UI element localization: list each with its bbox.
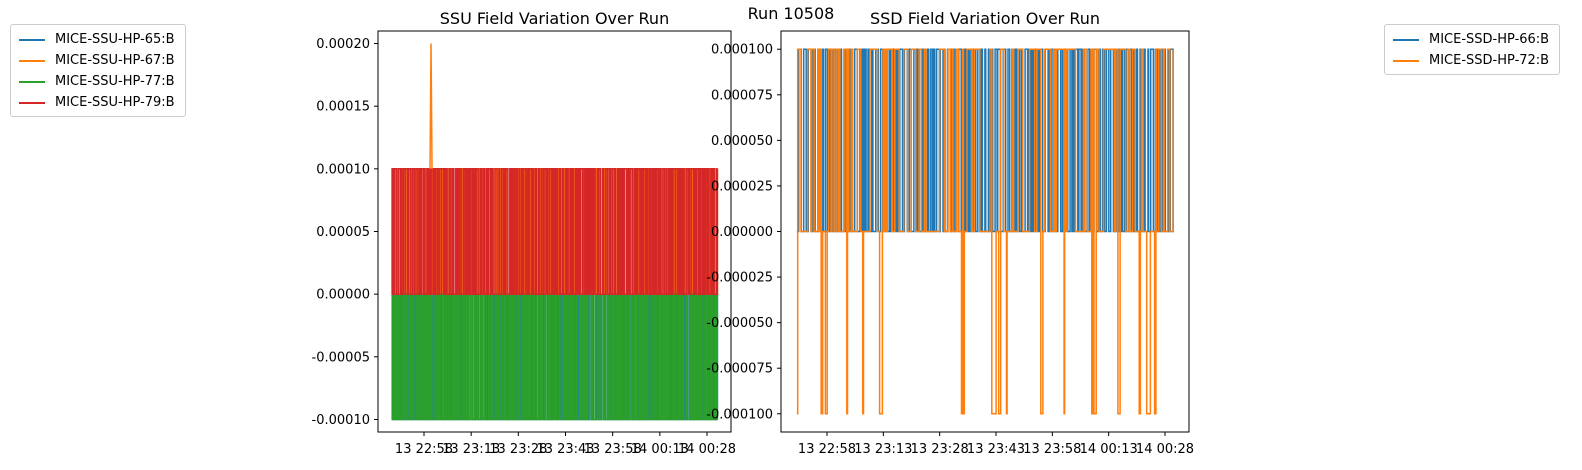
legend-label: MICE-SSD-HP-72:B [1429, 53, 1550, 68]
y-tick-label: 0.000000 [711, 225, 773, 240]
legend-entry: MICE-SSU-HP-65:B [19, 29, 177, 50]
y-tick-label: 0.000100 [711, 43, 773, 58]
x-tick-label: 13 23:43 [967, 442, 1025, 457]
y-tick-label: 0.00010 [316, 162, 370, 177]
y-tick-label: 0.00015 [316, 100, 370, 115]
x-tick-label: 14 00:28 [678, 442, 736, 457]
plot-area [796, 48, 1174, 415]
figure-suptitle: Run 10508 [747, 4, 835, 23]
legend-swatch [1393, 59, 1419, 62]
x-tick-label: 13 23:28 [911, 442, 969, 457]
chart-title: SSD Field Variation Over Run [870, 9, 1100, 28]
legend-entry: MICE-SSU-HP-79:B [19, 92, 177, 113]
y-tick-label: 0.00020 [316, 37, 370, 52]
y-tick-label: -0.000100 [706, 407, 773, 422]
ssu-chart: SSU Field Variation Over Run -0.00010 -0.0… [312, 9, 737, 457]
legend-entry: MICE-SSD-HP-66:B [1393, 29, 1551, 50]
y-tick-label: -0.00005 [312, 350, 370, 365]
legend-entry: MICE-SSD-HP-72:B [1393, 50, 1551, 71]
ssd-chart: SSD Field Variation Over Run -0.000100 -0.… [706, 9, 1194, 457]
x-tick-label: 13 23:58 [1023, 442, 1081, 457]
chart-title: SSU Field Variation Over Run [440, 9, 669, 28]
series-spike [429, 43, 433, 169]
series-line-mice-ssd-hp-72-b [796, 48, 1174, 415]
y-tick-label: 0.000025 [711, 179, 773, 194]
y-tick-label: 0.00000 [316, 288, 370, 303]
series-line-mice-ssu-hp-77-b [391, 293, 719, 421]
legend-swatch [19, 59, 45, 62]
x-tick-label: 14 00:13 [631, 442, 689, 457]
legend-label: MICE-SSU-HP-67:B [55, 53, 175, 68]
legend-swatch [19, 38, 45, 41]
legend-entry: MICE-SSU-HP-77:B [19, 71, 177, 92]
ssd-legend: MICE-SSD-HP-66:B MICE-SSD-HP-72:B [1384, 24, 1560, 75]
x-tick-label: 13 23:28 [489, 442, 547, 457]
x-tick-label: 13 22:58 [798, 442, 856, 457]
plot-area [391, 43, 719, 421]
legend-label: MICE-SSU-HP-65:B [55, 32, 175, 47]
ssu-legend: MICE-SSU-HP-65:B MICE-SSU-HP-67:B MICE-SSU… [10, 24, 186, 117]
y-tick-label: -0.00010 [312, 413, 370, 428]
legend-label: MICE-SSD-HP-66:B [1429, 32, 1550, 47]
legend-label: MICE-SSU-HP-77:B [55, 74, 175, 89]
legend-swatch [19, 80, 45, 83]
y-tick-label: -0.000075 [706, 362, 773, 377]
y-tick-label: 0.000075 [711, 88, 773, 103]
x-tick-label: 14 00:13 [1080, 442, 1138, 457]
x-tick-label: 13 23:58 [584, 442, 642, 457]
y-tick-label: 0.000050 [711, 134, 773, 149]
y-tick-label: 0.00005 [316, 225, 370, 240]
x-tick-label: 13 23:13 [442, 442, 500, 457]
series-line-mice-ssu-hp-79-b [391, 168, 719, 295]
y-tick-label: -0.000025 [706, 271, 773, 286]
legend-entry: MICE-SSU-HP-67:B [19, 50, 177, 71]
legend-label: MICE-SSU-HP-79:B [55, 95, 175, 110]
legend-swatch [19, 101, 45, 104]
y-tick-label: -0.000050 [706, 316, 773, 331]
x-tick-label: 13 22:58 [395, 442, 453, 457]
x-tick-label: 13 23:43 [536, 442, 594, 457]
x-tick-label: 13 23:13 [854, 442, 912, 457]
legend-swatch [1393, 38, 1419, 41]
x-tick-label: 14 00:28 [1136, 442, 1194, 457]
